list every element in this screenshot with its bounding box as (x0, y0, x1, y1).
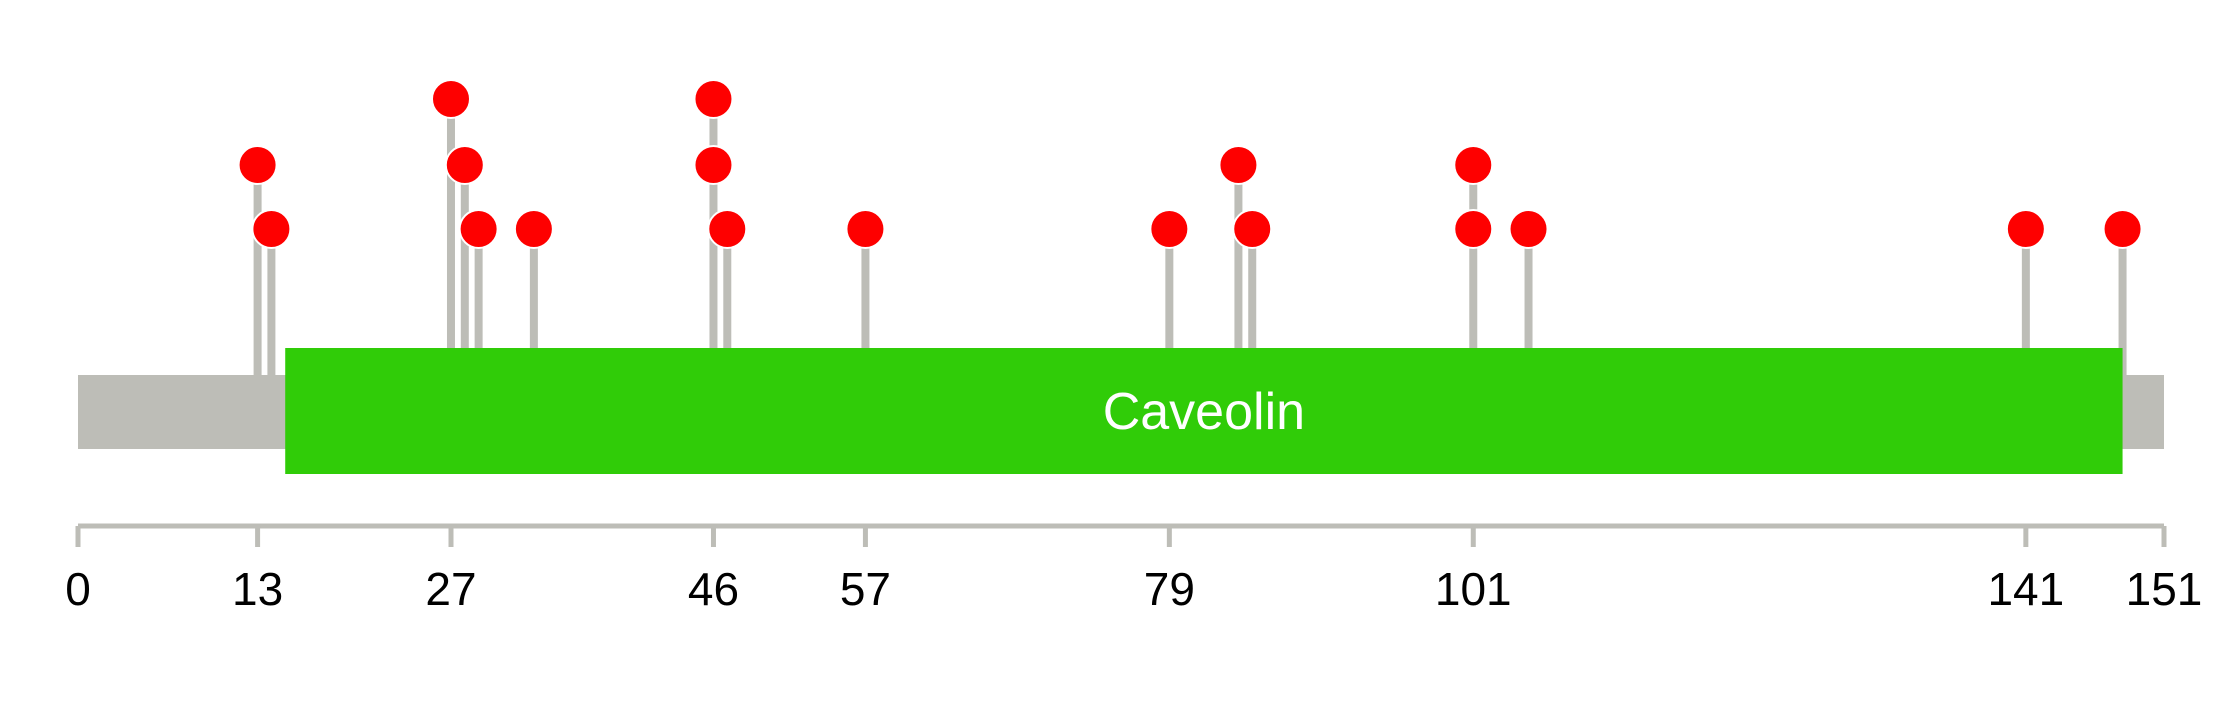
mutation-lollipop-head[interactable] (1218, 145, 1259, 185)
tick-label: 151 (2126, 563, 2203, 615)
mutation-lollipop-head[interactable] (1453, 209, 1494, 249)
domain-label: Caveolin (1103, 383, 1305, 441)
mutation-lollipop-head[interactable] (458, 209, 499, 249)
mutation-lollipop-head[interactable] (707, 209, 748, 249)
mutation-lollipop-head[interactable] (693, 79, 734, 119)
mutation-lollipop-head[interactable] (2005, 209, 2046, 249)
tick-label: 79 (1144, 563, 1195, 615)
mutation-lollipop-head[interactable] (444, 145, 485, 185)
tick-label: 57 (840, 563, 891, 615)
mutation-lollipop-head[interactable] (1149, 209, 1190, 249)
mutation-lollipop-head[interactable] (845, 209, 886, 249)
tick-label: 13 (232, 563, 283, 615)
domains-layer: Caveolin (285, 348, 2123, 474)
tick-label: 0 (65, 563, 91, 615)
tick-label: 46 (688, 563, 739, 615)
mutation-lollipop-head[interactable] (430, 79, 471, 119)
lollipop-heads-layer (237, 79, 2143, 249)
tick-label: 27 (425, 563, 476, 615)
mutation-lollipop-head[interactable] (251, 209, 292, 249)
mutation-lollipop-head[interactable] (513, 209, 554, 249)
mutation-lollipop-head[interactable] (1232, 209, 1273, 249)
tick-label: 101 (1435, 563, 1512, 615)
mutation-lollipop-head[interactable] (1453, 145, 1494, 185)
domain-caveolin (285, 348, 2123, 474)
x-axis: 0 13 27 46 57 79 101 141 151 (65, 523, 2203, 615)
mutation-lollipop-head[interactable] (1508, 209, 1549, 249)
tick-label: 141 (1987, 563, 2064, 615)
mutation-lollipop-head[interactable] (237, 145, 278, 185)
mutation-lollipop-head[interactable] (2102, 209, 2143, 249)
mutation-lollipop-head[interactable] (693, 145, 734, 185)
